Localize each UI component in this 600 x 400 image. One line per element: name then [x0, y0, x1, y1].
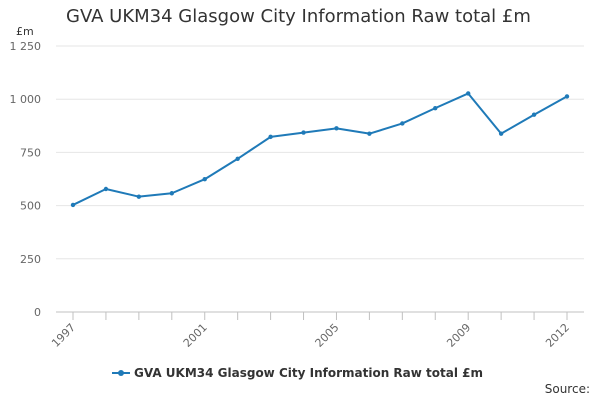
data-point [564, 94, 570, 99]
data-point [367, 131, 372, 136]
y-tick-label: 250 [20, 253, 41, 266]
x-tick-label: 2001 [181, 321, 210, 350]
x-tick-label: 2012 [543, 321, 572, 350]
data-point [334, 126, 339, 131]
x-tick-label: 2009 [444, 321, 473, 350]
data-point [235, 156, 240, 161]
data-point [466, 91, 471, 96]
data-point [301, 130, 306, 135]
data-point [103, 186, 109, 192]
y-tick-label: 750 [20, 146, 41, 159]
source-label: Source: [544, 382, 590, 396]
data-point [202, 177, 207, 182]
data-point [169, 191, 174, 196]
data-point [433, 105, 438, 111]
data-point [136, 194, 142, 199]
data-point [400, 121, 405, 126]
data-point [531, 112, 537, 117]
legend[interactable]: GVA UKM34 Glasgow City Information Raw t… [112, 366, 483, 380]
series-line [72, 92, 568, 206]
y-tick-label: 1 250 [10, 40, 42, 53]
data-point [268, 134, 273, 140]
legend-label: GVA UKM34 Glasgow City Information Raw t… [134, 366, 483, 380]
x-tick-label: 1997 [49, 321, 78, 350]
x-tick-label: 2005 [313, 321, 342, 350]
y-tick-label: 500 [20, 200, 41, 213]
legend-swatch-icon [112, 367, 130, 379]
y-tick-label: 0 [34, 306, 41, 319]
y-tick-label: 1 000 [10, 93, 42, 106]
data-point [70, 202, 76, 208]
chart-title: GVA UKM34 Glasgow City Information Raw t… [66, 6, 531, 27]
y-axis-unit-label: £m [16, 25, 34, 38]
data-point [498, 131, 504, 136]
